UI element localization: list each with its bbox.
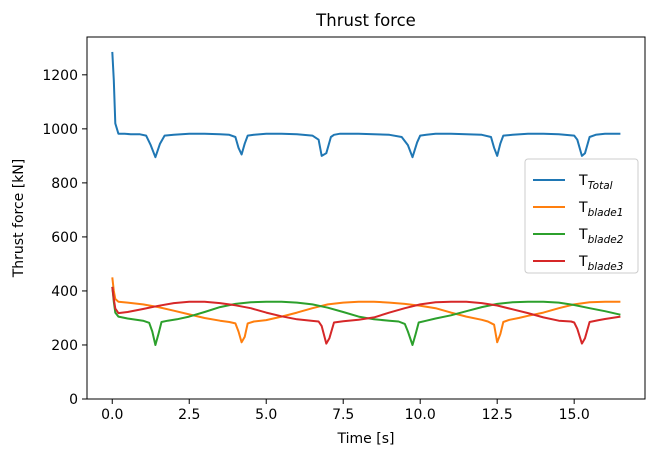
y-tick-label: 0	[69, 392, 78, 408]
y-tick-label: 200	[51, 338, 78, 354]
legend-label-subscript: blade2	[588, 234, 624, 246]
legend-label-subscript: blade3	[588, 261, 624, 273]
x-axis-ticks: 0.0 2.5 5.0 7.5 10.0 12.5 15.0	[101, 399, 590, 423]
series-line-blade2	[111, 286, 621, 346]
y-tick-label: 600	[51, 230, 78, 246]
legend-label-subscript: Total	[588, 180, 613, 192]
y-tick-label: 800	[51, 176, 78, 192]
legend-label-total: TTotal	[578, 173, 613, 192]
legend-label-blade1: Tblade1	[578, 200, 623, 219]
y-axis-ticks: 0 200 400 600 800 1000 1200	[42, 68, 87, 408]
plot-area	[86, 36, 646, 400]
legend-label-blade2: Tblade2	[578, 227, 624, 246]
series-line-total	[111, 51, 621, 159]
x-tick-label: 0.0	[101, 407, 123, 423]
x-tick-label: 2.5	[178, 407, 200, 423]
y-tick-label: 1000	[42, 122, 78, 138]
y-tick-label: 1200	[42, 68, 78, 84]
series-line-blade1	[111, 277, 621, 344]
y-tick-label: 400	[51, 284, 78, 300]
x-tick-label: 5.0	[255, 407, 277, 423]
x-axis-label: Time [s]	[337, 431, 395, 447]
legend-frame	[524, 158, 639, 274]
series-layer	[111, 51, 621, 346]
chart-title: Thrust force	[315, 11, 416, 30]
legend-label-main: T	[578, 254, 588, 270]
x-tick-label: 7.5	[332, 407, 354, 423]
legend-label-blade3: Tblade3	[578, 254, 623, 273]
x-tick-label: 10.0	[405, 407, 436, 423]
series-line-blade3	[111, 286, 621, 345]
legend-label-subscript: blade1	[588, 207, 624, 219]
y-axis-label: Thrust force [kN]	[11, 159, 27, 279]
legend-label-main: T	[578, 227, 588, 243]
x-tick-label: 15.0	[559, 407, 590, 423]
legend-label-main: T	[578, 173, 588, 189]
x-tick-label: 12.5	[482, 407, 513, 423]
legend-label-main: T	[578, 200, 588, 216]
plot-frame	[86, 36, 646, 400]
